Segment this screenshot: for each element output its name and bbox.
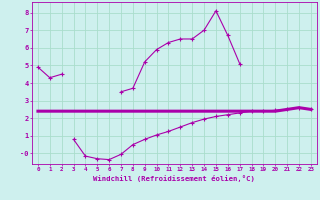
X-axis label: Windchill (Refroidissement éolien,°C): Windchill (Refroidissement éolien,°C) — [93, 175, 255, 182]
